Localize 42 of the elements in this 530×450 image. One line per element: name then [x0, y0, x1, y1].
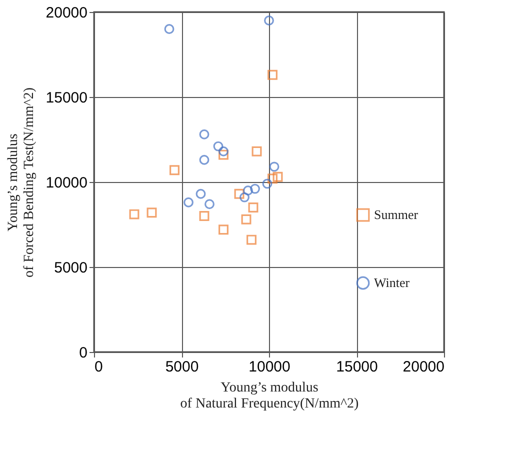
y-tick-label: 15000 [46, 90, 88, 106]
point [146, 208, 157, 218]
point [250, 184, 260, 194]
x-axis-title: Young’s modulus of Natural Frequency(N/mm^2) [180, 380, 360, 412]
point [264, 16, 274, 26]
point [218, 224, 228, 235]
point [234, 188, 244, 199]
point [129, 209, 140, 220]
point [269, 162, 280, 172]
point [262, 178, 272, 189]
point [199, 211, 210, 221]
point [204, 199, 214, 210]
point [199, 129, 210, 140]
point [268, 174, 278, 184]
point [184, 197, 194, 208]
legend-label: Summer [374, 207, 419, 222]
point [272, 172, 283, 182]
point [164, 24, 174, 34]
point [268, 70, 278, 80]
x-tick-label: 15000 [336, 358, 378, 376]
y-tick-label: 0 [79, 344, 88, 362]
point [199, 154, 210, 165]
point [252, 146, 262, 156]
point [243, 186, 253, 196]
point [218, 150, 228, 160]
y-tick-label: 10000 [46, 174, 88, 192]
point [241, 214, 252, 224]
point [170, 165, 180, 176]
x-tick-label: 5000 [165, 358, 199, 376]
legend-label: Winter [374, 275, 410, 290]
point [218, 146, 228, 156]
y-axis-title: Young’s modulus of Forced Bending Test(N/mm^2) [6, 87, 37, 278]
point [246, 234, 256, 245]
x-tick-label: 20000 [402, 358, 444, 376]
point [196, 188, 206, 199]
y-tick-label: 5000 [54, 260, 88, 276]
point [240, 192, 250, 202]
point [213, 141, 224, 152]
point [248, 202, 258, 212]
x-tick-label: 10000 [248, 358, 290, 376]
x-tick-label: 0 [94, 358, 103, 376]
y-tick-label: 20000 [46, 4, 88, 22]
